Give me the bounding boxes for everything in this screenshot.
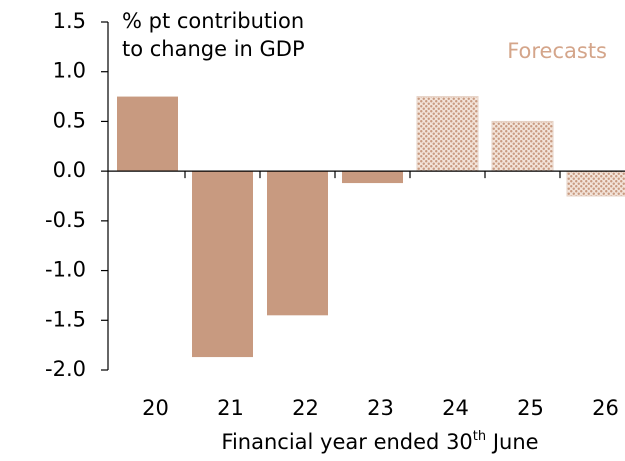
x-tick-label: 22 xyxy=(292,396,319,420)
annotation: % pt contribution xyxy=(122,9,304,33)
annotation: Forecasts xyxy=(507,39,607,63)
bar xyxy=(267,171,328,316)
x-label-text: June xyxy=(486,430,538,454)
y-tick-label: -2.0 xyxy=(45,357,86,381)
x-tick-label: 26 xyxy=(592,396,619,420)
x-tick-label: 20 xyxy=(142,396,169,420)
bar xyxy=(566,170,625,197)
bar xyxy=(192,171,253,358)
bar xyxy=(416,96,479,172)
x-tick-label: 24 xyxy=(442,396,469,420)
bar xyxy=(117,96,178,172)
y-tick-label: 1.5 xyxy=(53,9,86,33)
x-label-text: Financial year ended 30 xyxy=(221,430,472,454)
annotation: to change in GDP xyxy=(122,37,305,61)
x-tick-label: 25 xyxy=(517,396,544,420)
y-tick-label: 0.5 xyxy=(53,108,86,132)
y-tick-label: -1.5 xyxy=(45,307,86,331)
y-tick-label: -0.5 xyxy=(45,208,86,232)
x-label-sup: th xyxy=(473,429,486,444)
x-tick-label: 21 xyxy=(217,396,244,420)
y-tick-label: 1.0 xyxy=(53,59,86,83)
x-tick-label: 23 xyxy=(367,396,394,420)
y-tick-label: -1.0 xyxy=(45,258,86,282)
bar xyxy=(491,120,554,172)
bar xyxy=(342,171,403,184)
x-axis-label: Financial year ended 30th June xyxy=(221,429,538,455)
y-tick-label: 0.0 xyxy=(53,158,86,182)
